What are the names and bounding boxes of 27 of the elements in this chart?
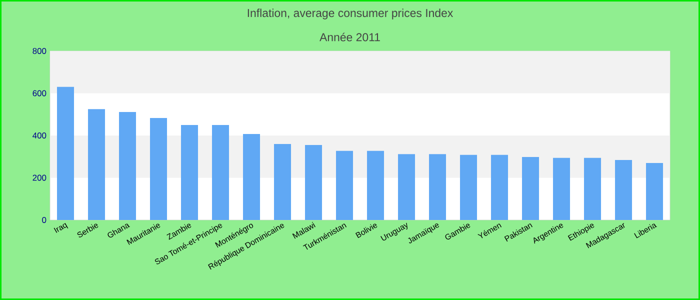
- y-tick-label: 600: [32, 90, 46, 96]
- bar: [150, 118, 168, 220]
- bar: [522, 157, 540, 220]
- bar: [336, 150, 354, 220]
- y-tick-label: 0: [42, 217, 46, 223]
- y-tick-label: 800: [32, 48, 46, 54]
- bar: [429, 154, 446, 220]
- bar: [181, 124, 198, 220]
- bar: [491, 154, 508, 220]
- bar: [615, 160, 632, 220]
- bar: [57, 86, 74, 220]
- y-tick-label: 400: [32, 132, 46, 138]
- bar: [119, 112, 136, 220]
- bar: [212, 124, 230, 220]
- chart-subtitle: Année 2011: [320, 32, 380, 42]
- bar: [305, 145, 322, 220]
- bar: [460, 154, 478, 220]
- bar: [274, 144, 292, 220]
- bar: [646, 162, 664, 220]
- bar: [367, 150, 384, 220]
- bar: [88, 109, 106, 220]
- bar: [398, 154, 416, 220]
- chart-title: Inflation, average consumer prices Index: [248, 8, 454, 20]
- bar: [243, 134, 260, 220]
- bar: [584, 158, 602, 220]
- y-tick-label: 200: [32, 174, 46, 181]
- bar: [553, 158, 570, 220]
